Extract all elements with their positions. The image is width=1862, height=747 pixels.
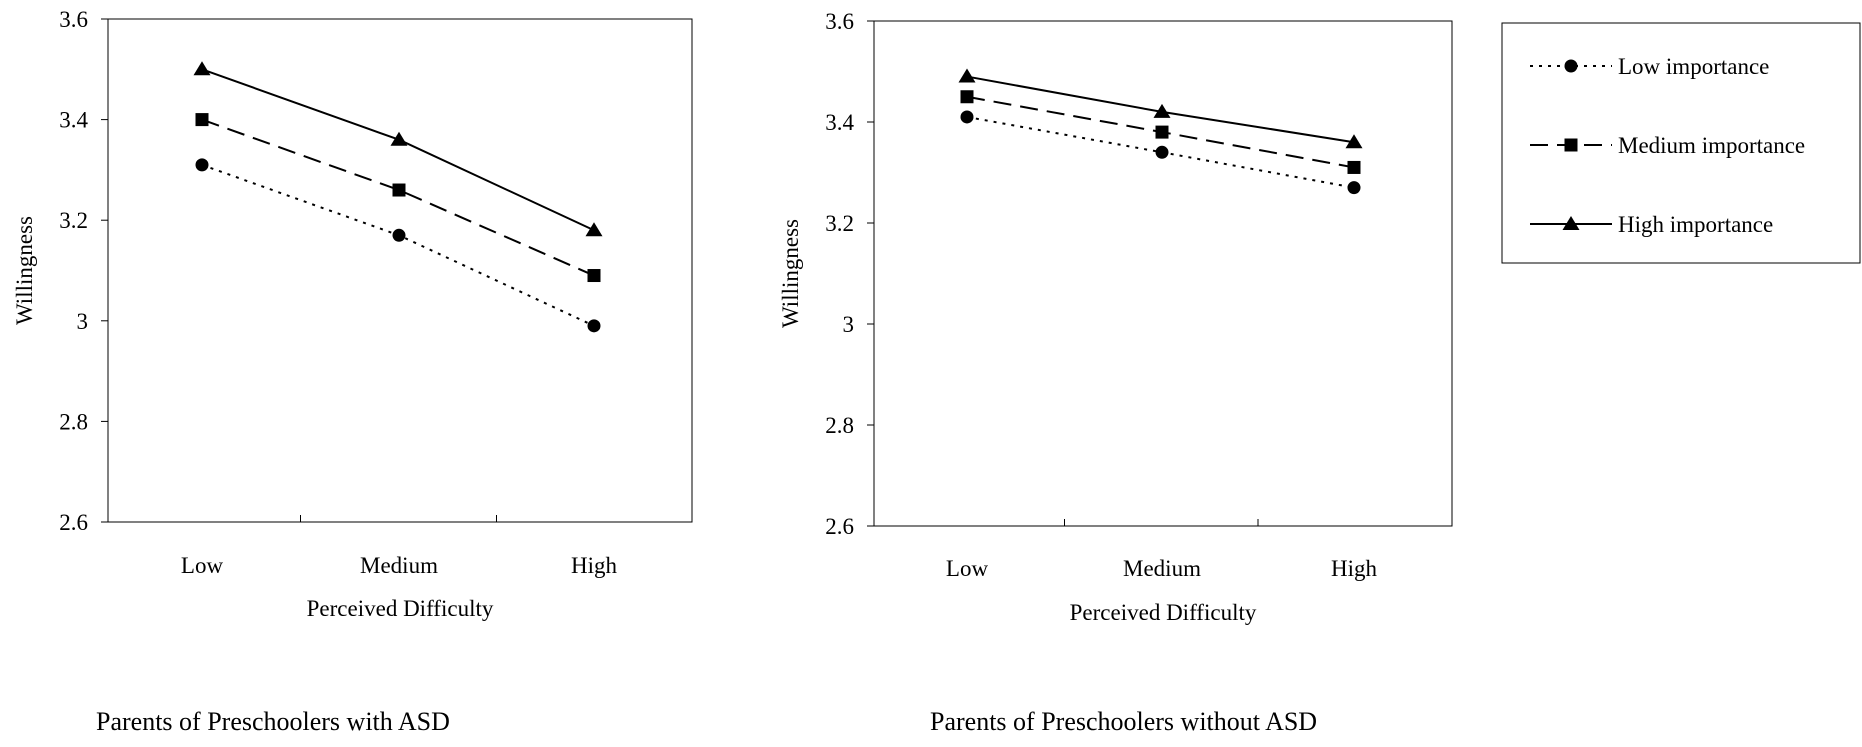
legend-label: Low importance	[1618, 54, 1769, 79]
data-point-square	[960, 90, 974, 104]
plot-frame	[107, 18, 693, 523]
data-point-triangle	[958, 68, 976, 83]
y-tick-label: 3	[77, 309, 89, 334]
legend-marker-circle	[1564, 59, 1578, 73]
data-point-triangle	[585, 222, 603, 237]
series-line-triangle	[201, 68, 595, 232]
data-point-square	[1155, 125, 1169, 139]
legend-marker-square	[1564, 138, 1578, 152]
chart-without-asd: 2.6 2.8 3 3.2 3.4 3.6 Low Medium High Perceived D…	[778, 9, 1453, 625]
y-tick-label: 3.6	[825, 9, 854, 34]
chart-title-with-asd: Parents of Preschoolers with ASD	[96, 707, 450, 736]
legend-marker-triangle	[1562, 216, 1580, 230]
legend-label: Medium importance	[1618, 133, 1805, 158]
data-point-triangle	[390, 131, 408, 146]
plot-frame	[873, 20, 1453, 527]
x-tick-label: Low	[181, 553, 224, 578]
data-point-circle	[1155, 145, 1169, 159]
data-point-triangle	[1153, 103, 1171, 118]
data-point-circle	[1347, 181, 1361, 195]
y-tick-label: 3	[843, 312, 855, 337]
x-tick-label: High	[1331, 556, 1378, 581]
y-tick-label: 2.6	[59, 510, 88, 535]
y-tick-label: 3.4	[825, 110, 854, 135]
y-axis-label: Willingness	[778, 219, 803, 328]
y-tick-label: 2.8	[825, 413, 854, 438]
x-tick-label: Medium	[1123, 556, 1201, 581]
y-tick-label: 2.8	[59, 409, 88, 434]
data-point-square	[587, 269, 601, 283]
data-point-circle	[960, 110, 974, 124]
data-point-square	[392, 183, 406, 197]
data-point-triangle	[193, 61, 211, 76]
x-tick-label: High	[571, 553, 618, 578]
chart-with-asd: 2.6 2.8 3 3.2 3.4 3.6 Low Medium High Perceived D…	[12, 7, 693, 621]
legend: Low importance Medium importance High impo…	[1501, 22, 1861, 264]
x-tick-label: Medium	[360, 553, 438, 578]
data-point-triangle	[1345, 134, 1363, 149]
x-axis-label: Perceived Difficulty	[1070, 600, 1257, 625]
x-tick-label: Low	[946, 556, 989, 581]
chart-title-without-asd: Parents of Preschoolers without ASD	[930, 707, 1318, 736]
data-point-circle	[195, 158, 209, 172]
y-tick-label: 3.2	[59, 208, 88, 233]
series-line-square	[201, 118, 595, 277]
y-tick-label: 3.6	[59, 7, 88, 32]
data-point-square	[195, 113, 209, 127]
y-tick-label: 3.4	[59, 108, 88, 133]
data-point-square	[1347, 160, 1361, 174]
data-point-circle	[587, 319, 601, 333]
x-axis-label: Perceived Difficulty	[307, 596, 494, 621]
y-axis-label: Willingness	[12, 216, 37, 325]
data-point-circle	[392, 228, 406, 242]
legend-label: High importance	[1618, 212, 1773, 237]
y-tick-label: 3.2	[825, 211, 854, 236]
y-tick-label: 2.6	[825, 514, 854, 539]
